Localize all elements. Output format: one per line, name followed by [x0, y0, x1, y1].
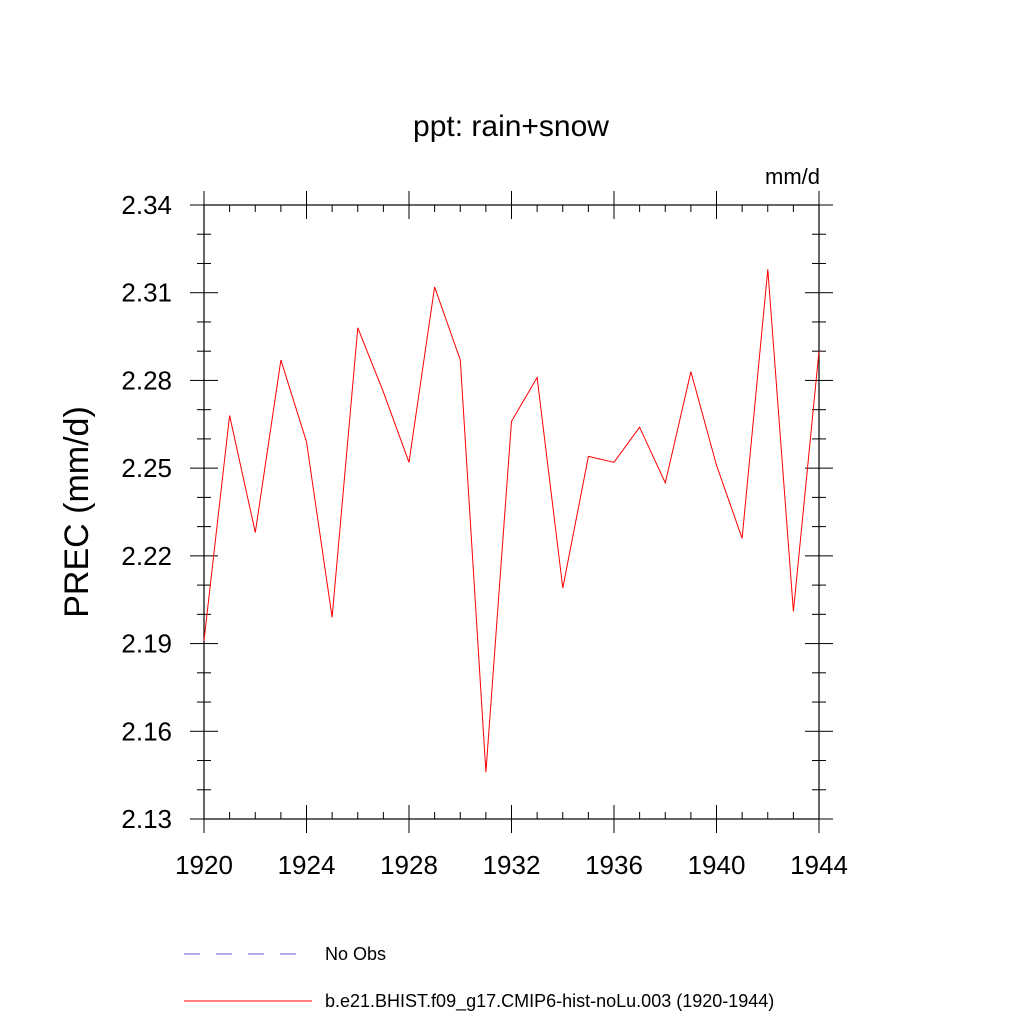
y-tick-label: 2.16 [121, 716, 172, 746]
y-tick-label: 2.13 [121, 804, 172, 834]
x-tick-label: 1928 [380, 850, 438, 880]
x-tick-label: 1940 [688, 850, 746, 880]
y-tick-label: 2.22 [121, 541, 172, 571]
legend-label: b.e21.BHIST.f09_g17.CMIP6-hist-noLu.003 … [325, 991, 774, 1012]
units-label: mm/d [765, 164, 820, 189]
series-group [203, 269, 820, 773]
y-tick-label: 2.31 [121, 278, 172, 308]
x-tick-label: 1932 [483, 850, 541, 880]
x-tick-label: 1936 [585, 850, 643, 880]
x-tick-label: 1924 [278, 850, 336, 880]
series-line [203, 269, 820, 773]
legend: No Obs b.e21.BHIST.f09_g17.CMIP6-hist-noL… [184, 944, 774, 1012]
y-tick-label: 2.34 [121, 190, 172, 220]
legend-label: No Obs [325, 944, 386, 964]
axis-tick-labels: 1920 1924 1928 1932 1936 1940 1944 2.13 2.16 2.19… [121, 190, 848, 880]
x-tick-label: 1944 [790, 850, 848, 880]
x-tick-label: 1920 [175, 850, 233, 880]
y-axis-label: PREC (mm/d) [58, 406, 96, 618]
chart-title: ppt: rain+snow [413, 110, 609, 143]
plot-frame [203, 204, 820, 820]
axis-ticks [190, 191, 833, 833]
y-tick-label: 2.25 [121, 453, 172, 483]
y-tick-label: 2.19 [121, 629, 172, 659]
y-tick-label: 2.28 [121, 365, 172, 395]
